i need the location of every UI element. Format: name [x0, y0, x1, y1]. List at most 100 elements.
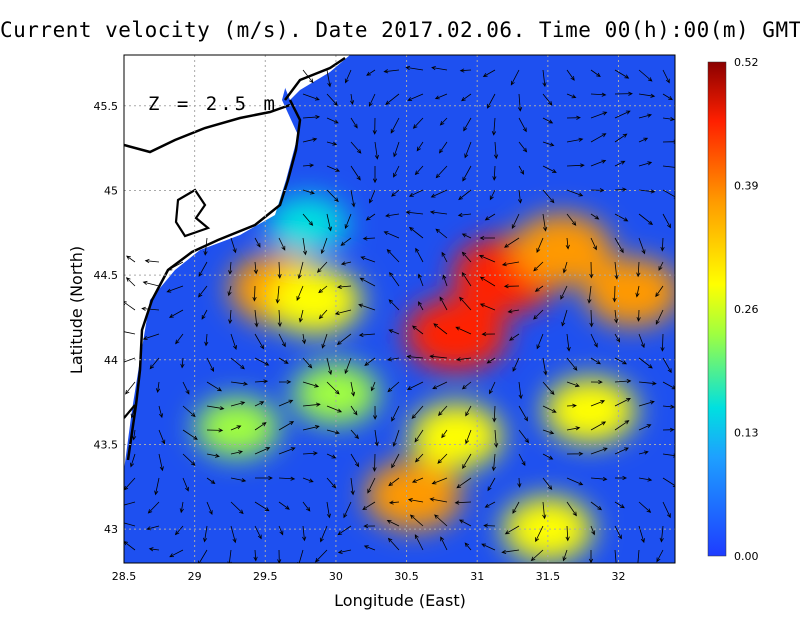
velocity-arrow-127 [565, 237, 570, 250]
speed-hotspot-8 [585, 257, 675, 327]
velocity-arrow-413 [253, 549, 258, 562]
velocity-arrow-30 [638, 93, 656, 98]
velocity-arrow-368 [278, 501, 290, 510]
velocity-arrow-273 [206, 405, 225, 411]
velocity-arrow-196 [561, 309, 568, 327]
velocity-arrow-208 [301, 333, 307, 345]
velocity-arrow-226 [180, 357, 185, 369]
velocity-arrow-265 [566, 381, 580, 388]
velocity-arrow-223 [660, 333, 665, 352]
velocity-arrow-64 [302, 163, 315, 168]
velocity-arrow-5 [405, 65, 424, 71]
velocity-arrow-367 [254, 501, 270, 512]
velocity-arrow-193 [479, 303, 496, 311]
velocity-arrow-173 [560, 285, 568, 300]
velocity-arrow-101 [405, 210, 424, 215]
velocity-arrow-215 [455, 326, 472, 335]
velocity-arrow-356 [542, 477, 553, 491]
velocity-arrow-283 [437, 405, 448, 416]
velocity-arrow-292 [662, 404, 675, 409]
grid-lines [124, 55, 675, 563]
velocity-arrow-414 [277, 549, 282, 563]
velocity-arrow-269 [662, 381, 675, 390]
velocity-arrow-161 [275, 285, 280, 304]
velocity-arrow-370 [326, 501, 331, 519]
velocity-arrow-417 [337, 549, 352, 554]
velocity-arrow-10 [542, 69, 547, 88]
velocity-arrow-260 [432, 381, 448, 390]
velocity-arrow-203 [175, 333, 184, 345]
velocity-arrow-128 [590, 237, 597, 251]
velocity-arrow-176 [635, 285, 640, 298]
velocity-arrow-373 [388, 500, 400, 505]
velocity-arrow-141 [340, 261, 352, 266]
velocity-arrow-289 [590, 400, 606, 407]
velocity-arrow-89 [517, 189, 523, 204]
velocity-arrow-28 [590, 92, 607, 97]
x-tick-label-7: 32 [611, 570, 625, 583]
depth-label: Z = 2.5 m [148, 93, 278, 115]
velocity-arrow-277 [302, 402, 321, 407]
velocity-arrow-209 [321, 333, 328, 349]
velocity-arrow-48 [302, 137, 318, 143]
velocity-arrow-25 [517, 93, 523, 112]
velocity-arrow-393 [319, 525, 328, 543]
velocity-arrow-362 [124, 501, 136, 506]
velocity-arrow-221 [614, 333, 621, 343]
velocity-arrow-333 [542, 453, 554, 460]
velocity-arrow-401 [504, 525, 520, 535]
velocity-arrow-243 [590, 357, 601, 365]
velocity-arrow-177 [655, 285, 664, 298]
velocity-arrow-211 [358, 332, 376, 338]
velocity-arrow-155 [125, 277, 136, 287]
velocity-arrow-256 [350, 381, 356, 397]
velocity-arrow-266 [590, 380, 603, 385]
velocity-arrow-418 [363, 545, 376, 551]
velocity-arrow-81 [326, 189, 339, 203]
velocity-arrow-14 [638, 69, 653, 82]
velocity-arrow-369 [302, 501, 311, 512]
velocity-arrow-342 [206, 477, 216, 485]
velocity-arrow-316 [130, 453, 136, 468]
velocity-arrow-313 [614, 420, 630, 431]
velocity-arrow-303 [374, 429, 379, 447]
velocity-arrow-384 [662, 501, 671, 519]
velocity-arrow-158 [198, 285, 208, 298]
velocity-arrow-167 [417, 273, 424, 287]
velocity-arrow-120 [383, 231, 400, 239]
velocity-arrow-336 [614, 447, 629, 455]
velocity-arrow-181 [201, 309, 208, 320]
velocity-arrow-415 [297, 549, 304, 563]
velocity-arrow-383 [638, 501, 652, 513]
velocity-arrow-358 [590, 476, 608, 482]
velocity-arrow-183 [254, 309, 259, 328]
velocity-arrow-232 [326, 357, 333, 376]
velocity-arrow-224 [124, 357, 136, 363]
velocity-arrow-163 [318, 285, 328, 294]
velocity-arrow-182 [228, 309, 233, 325]
velocity-arrow-233 [344, 357, 352, 375]
velocity-arrow-230 [278, 357, 289, 364]
velocity-arrow-397 [409, 514, 424, 527]
velocity-arrow-75 [566, 163, 585, 168]
velocity-arrow-135 [198, 261, 208, 277]
velocity-arrow-207 [278, 333, 286, 348]
velocity-arrow-325 [350, 453, 360, 468]
velocity-arrow-327 [391, 453, 400, 469]
velocity-arrow-131 [660, 237, 665, 252]
velocity-arrow-324 [326, 453, 337, 459]
velocity-arrow-314 [638, 424, 652, 431]
velocity-arrow-268 [638, 381, 657, 386]
velocity-arrow-126 [536, 237, 544, 254]
velocity-arrow-365 [206, 501, 213, 515]
velocity-arrow-175 [612, 285, 617, 303]
velocity-arrow-302 [350, 429, 360, 440]
velocity-arrow-206 [254, 333, 264, 350]
velocity-arrow-312 [590, 421, 607, 431]
velocity-arrow-351 [411, 477, 424, 483]
velocity-arrow-198 [614, 309, 619, 324]
velocity-arrow-166 [389, 271, 400, 287]
velocity-arrow-360 [638, 477, 653, 482]
velocity-arrow-139 [297, 261, 304, 280]
velocity-arrow-330 [462, 453, 472, 469]
